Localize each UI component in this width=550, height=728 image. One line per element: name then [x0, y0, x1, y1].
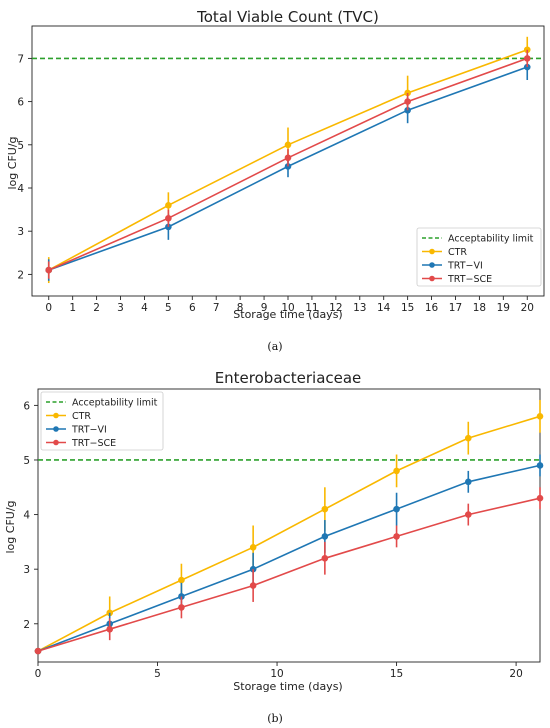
y-tick-label: 5 [17, 140, 24, 152]
data-point [165, 201, 172, 209]
data-point [393, 467, 400, 475]
legend-swatch-marker [53, 439, 59, 446]
data-point [284, 141, 292, 149]
x-axis-label: Storage time (days) [233, 680, 342, 693]
x-tick-label: 17 [449, 302, 462, 314]
series-line [37, 415, 541, 652]
y-tick-label: 6 [23, 400, 30, 412]
legend-label: CTR [448, 247, 467, 258]
y-tick-label: 3 [23, 564, 30, 576]
chart-title: Enterobacteriaceae [215, 369, 362, 387]
data-point [404, 98, 411, 105]
y-tick-label: 4 [17, 183, 24, 195]
legend: Acceptability limit CTR TRT−VI TRT−SCE [416, 227, 542, 287]
x-tick-label: 5 [165, 302, 172, 314]
legend-label: TRT−SCE [71, 438, 116, 449]
data-point [536, 494, 544, 502]
y-tick-label: 6 [17, 97, 24, 109]
x-tick-label: 11 [305, 302, 318, 314]
y-tick-label: 5 [23, 455, 30, 467]
data-point [34, 647, 42, 655]
y-axis-label: log CFU/g [4, 500, 17, 553]
data-point [523, 55, 531, 62]
x-tick-label: 0 [35, 668, 42, 680]
y-tick-label: 2 [23, 619, 30, 631]
series-line [37, 464, 541, 652]
x-tick-label: 8 [237, 302, 244, 314]
data-point [404, 89, 411, 97]
x-tick-label: 20 [509, 668, 522, 680]
data-point [249, 544, 257, 551]
data-point [165, 214, 172, 222]
legend-label: TRT−VI [447, 261, 483, 272]
data-point [106, 625, 114, 633]
x-tick-label: 1 [69, 302, 76, 314]
legend-swatch-marker [429, 262, 435, 268]
legend-swatch-marker [429, 275, 435, 282]
data-point [321, 505, 329, 513]
x-tick-label: 16 [425, 302, 439, 314]
chart-enterobacteriaceae: Enterobacteriaceae Storage time (days) l… [4, 369, 544, 693]
data-point [393, 533, 400, 540]
legend-label: TRT−VI [71, 425, 107, 436]
x-tick-label: 15 [401, 302, 414, 314]
chart-tvc: Total Viable Count (TVC) Storage time (d… [6, 8, 545, 321]
legend-label: Acceptability limit [448, 234, 534, 245]
data-point [45, 266, 53, 274]
x-tick-label: 2 [93, 302, 100, 314]
legend: Acceptability limit CTR TRT−VI TRT−SCE [40, 391, 164, 451]
x-axis-label: Storage time (days) [233, 308, 342, 321]
y-tick-label: 2 [17, 269, 24, 281]
x-tick-label: 15 [390, 668, 403, 680]
data-point [464, 478, 472, 486]
x-tick-label: 7 [213, 302, 220, 314]
legend-swatch-marker [53, 426, 59, 432]
x-tick-label: 4 [141, 302, 148, 314]
y-tick-label: 3 [17, 226, 24, 238]
x-tick-label: 18 [473, 302, 486, 314]
data-point [178, 604, 185, 611]
x-tick-label: 9 [261, 302, 268, 314]
chart-title: Total Viable Count (TVC) [196, 8, 379, 26]
x-tick-label: 10 [270, 668, 283, 680]
data-point [321, 533, 329, 540]
y-tick-label: 7 [17, 53, 24, 65]
x-tick-label: 5 [154, 668, 161, 680]
panel-label-a: (a) [267, 340, 282, 353]
y-tick-label: 4 [23, 510, 30, 522]
panel-label-b: (b) [267, 712, 283, 725]
data-point [393, 505, 400, 513]
legend-label: Acceptability limit [72, 398, 158, 409]
x-tick-label: 6 [189, 302, 196, 314]
x-tick-label: 12 [329, 302, 342, 314]
legend-swatch-marker [53, 412, 59, 419]
legend-frame [40, 391, 164, 451]
plot-frame [37, 388, 541, 663]
x-tick-label: 19 [497, 302, 510, 314]
legend-swatch-marker [429, 248, 435, 255]
x-tick-label: 3 [117, 302, 124, 314]
data-point [178, 576, 185, 584]
data-point [464, 434, 472, 442]
x-tick-label: 10 [281, 302, 294, 314]
legend-label: CTR [72, 411, 91, 422]
data-point [321, 554, 329, 562]
x-tick-label: 13 [353, 302, 366, 314]
legend-frame [416, 227, 542, 287]
data-point [284, 154, 292, 162]
data-point [536, 462, 544, 469]
series-line [37, 497, 541, 652]
data-point [249, 582, 257, 589]
data-point [464, 511, 472, 518]
data-point [536, 413, 544, 420]
legend-label: TRT−SCE [447, 274, 492, 285]
x-tick-label: 0 [45, 302, 52, 314]
x-tick-label: 14 [377, 302, 391, 314]
x-tick-label: 20 [521, 302, 534, 314]
y-axis-label: log CFU/g [6, 136, 19, 189]
